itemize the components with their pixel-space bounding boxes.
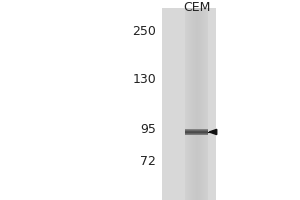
Polygon shape — [209, 129, 217, 135]
Text: CEM: CEM — [183, 1, 210, 14]
Text: 250: 250 — [132, 25, 156, 38]
Bar — [162, 8, 216, 200]
Text: 95: 95 — [140, 123, 156, 136]
Text: 72: 72 — [140, 155, 156, 168]
Text: 130: 130 — [132, 73, 156, 86]
